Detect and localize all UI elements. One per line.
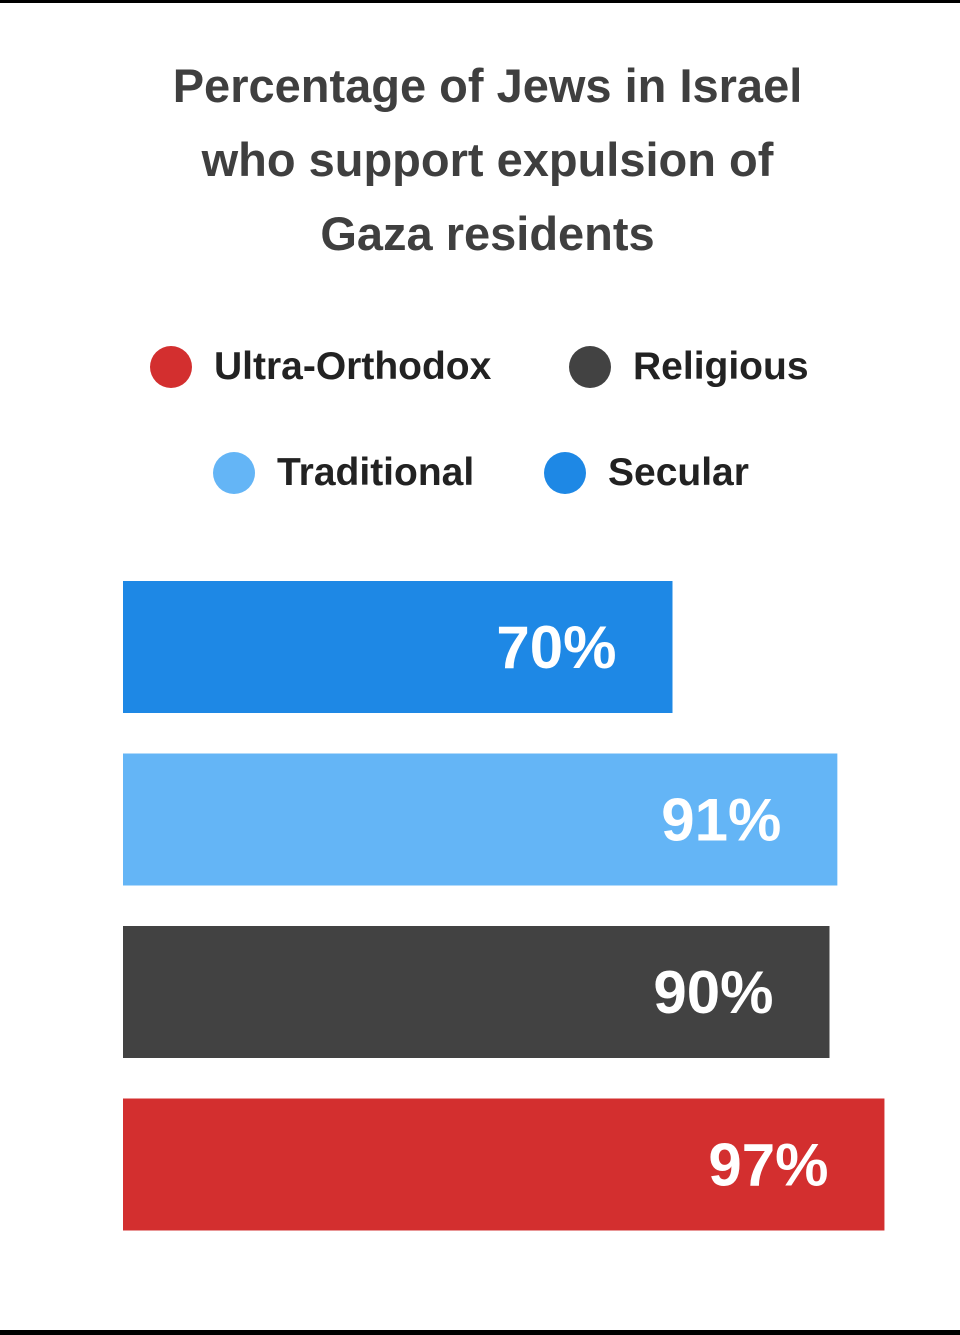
legend-item-ultra-orthodox: Ultra-Orthodox [150, 343, 491, 391]
bar-label-secular: 70% [496, 614, 616, 681]
legend-dot-traditional [213, 452, 255, 494]
legend-item-religious: Religious [569, 343, 809, 391]
bar-label-ultra-orthodox: 97% [708, 1132, 828, 1199]
legend-label-ultra-orthodox: Ultra-Orthodox [214, 345, 492, 388]
legend-label-secular: Secular [608, 451, 749, 494]
legend-dot-religious [569, 346, 611, 388]
bar-religious [123, 926, 830, 1058]
legend-dot-ultra-orthodox [150, 346, 192, 388]
bar-label-traditional: 91% [661, 787, 781, 854]
chart-title: Percentage of Jews in Israel who support… [172, 59, 803, 260]
bar-secular [123, 581, 673, 713]
legend-dot-secular [544, 452, 586, 494]
legend-item-traditional: Traditional [213, 449, 474, 497]
legend-label-religious: Religious [633, 345, 809, 388]
bar-ultra-orthodox [123, 1098, 885, 1231]
bar-traditional [123, 753, 838, 886]
legend-item-secular: Secular [544, 449, 749, 497]
legend-label-traditional: Traditional [277, 451, 475, 494]
bar-label-religious: 90% [653, 959, 773, 1026]
